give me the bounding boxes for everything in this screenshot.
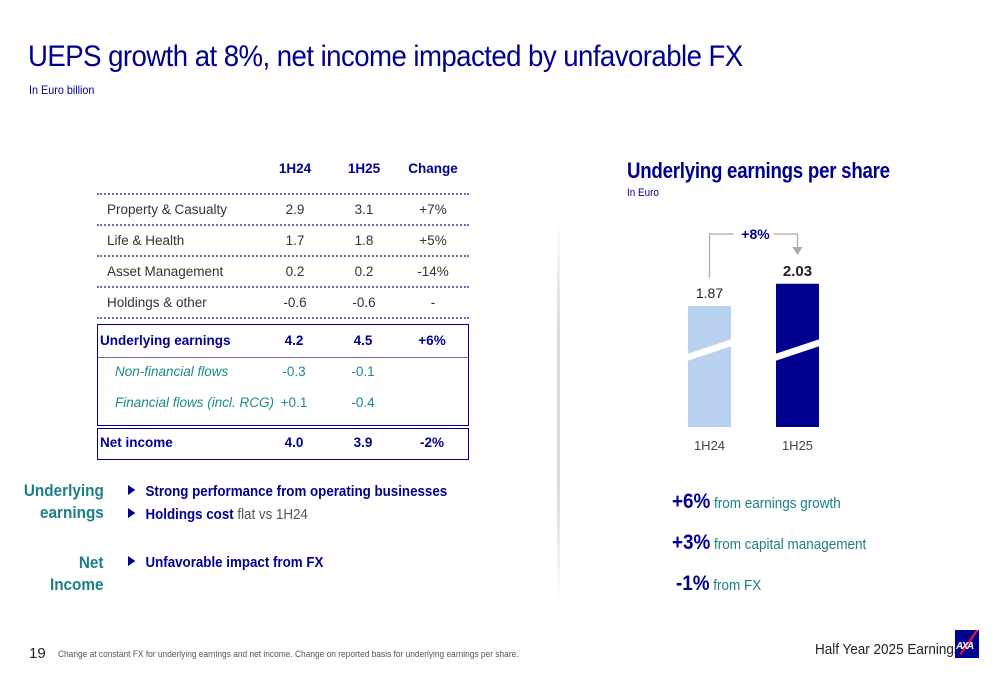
table-row: Non-financial flows -0.3 -0.1 <box>98 358 468 389</box>
chart-subtitle: In Euro <box>627 187 659 199</box>
contribution-item: +6% from earnings growth <box>672 490 841 514</box>
value-change: +7% <box>419 202 447 217</box>
contribution-value: +3% <box>672 531 711 554</box>
presentation-name: Half Year 2025 Earnings <box>815 641 961 658</box>
bullet-text: Strong performance from operating busine… <box>145 484 448 500</box>
table-row: Asset Management 0.2 0.2 -14% <box>97 257 469 286</box>
row-label: Non-financial flows <box>115 364 229 379</box>
value-change: +5% <box>419 233 447 248</box>
value-1h25: 0.2 <box>354 264 374 279</box>
bullet-text-plain: flat vs 1H24 <box>233 507 308 523</box>
value-1h25: -0.4 <box>351 395 375 410</box>
bullet-text: Unfavorable impact from FX <box>145 555 324 571</box>
growth-annotation: +8% <box>741 226 770 242</box>
row-label: Holdings & other <box>107 295 207 310</box>
value-1h25: 3.9 <box>353 435 373 450</box>
value-1h24: +0.1 <box>280 395 308 410</box>
value-1h24: 2.9 <box>285 202 305 217</box>
value-1h25: 4.5 <box>353 333 373 348</box>
category-label: 1H25 <box>782 438 813 453</box>
row-label: Property & Casualty <box>107 202 228 217</box>
contribution-item: +3% from capital management <box>672 531 866 555</box>
bullet-item: Unfavorable impact from FX <box>128 555 323 571</box>
table-header: 1H24 1H25 Change <box>97 155 469 193</box>
row-label: Financial flows (incl. RCG) <box>115 395 275 410</box>
vertical-divider <box>557 215 560 605</box>
column-header-change: Change <box>408 161 458 176</box>
triangle-bullet-icon <box>128 556 136 566</box>
value-1h25: -0.6 <box>352 295 376 310</box>
axis-break-mark <box>775 339 820 361</box>
table-row: Holdings & other -0.6 -0.6 - <box>97 288 469 317</box>
value-1h24: -0.3 <box>282 364 306 379</box>
axa-logo: AXA <box>955 630 979 658</box>
triangle-bullet-icon <box>128 485 136 495</box>
row-label: Life & Health <box>107 233 185 248</box>
underlying-earnings-row: Underlying earnings 4.2 4.5 +6% <box>98 325 468 357</box>
contribution-text: from FX <box>713 577 762 594</box>
value-1h25: 1.8 <box>354 233 374 248</box>
chart-title: Underlying earnings per share <box>627 158 890 183</box>
value-1h24: -0.6 <box>283 295 307 310</box>
value-change: -14% <box>417 264 449 279</box>
table-row: Financial flows (incl. RCG) +0.1 -0.4 <box>98 389 468 420</box>
data-label: 2.03 <box>783 263 812 280</box>
axis-break-mark <box>687 339 732 361</box>
contribution-value: +6% <box>672 490 711 513</box>
contribution-value: -1% <box>676 572 710 595</box>
divider <box>97 224 469 226</box>
page-subtitle: In Euro billion <box>29 83 95 97</box>
value-1h24: 4.0 <box>284 435 304 450</box>
label-line: earnings <box>40 503 104 522</box>
value-1h25: 3.1 <box>354 202 374 217</box>
label-line: Net <box>79 553 104 572</box>
value-1h24: 1.7 <box>285 233 305 248</box>
triangle-bullet-icon <box>128 508 136 518</box>
bullet-item: Strong performance from operating busine… <box>128 484 447 500</box>
underlying-earnings-label: Underlying earnings <box>24 480 104 524</box>
label-line: Income <box>50 575 104 594</box>
divider <box>97 286 469 288</box>
value-change: +6% <box>418 333 446 348</box>
footnote: Change at constant FX for underlying ear… <box>58 649 519 660</box>
net-income-box: Net income 4.0 3.9 -2% <box>97 428 469 460</box>
logo-text: AXA <box>956 641 974 652</box>
arrow-head-icon <box>792 247 803 255</box>
net-income-label: Net Income <box>50 552 104 596</box>
label-line: Underlying <box>24 481 104 500</box>
divider <box>97 317 469 319</box>
contribution-text: from earnings growth <box>713 495 841 512</box>
earnings-table: 1H24 1H25 Change Property & Casualty 2.9… <box>97 155 469 319</box>
net-income-row: Net income 4.0 3.9 -2% <box>98 429 468 458</box>
value-1h24: 0.2 <box>285 264 305 279</box>
page-number: 19 <box>29 645 46 662</box>
row-label: Asset Management <box>107 264 224 279</box>
growth-arrow-right <box>773 233 799 248</box>
bar-1h24 <box>688 306 731 427</box>
contribution-text: from capital management <box>713 536 867 553</box>
value-change: - <box>430 295 436 310</box>
divider <box>97 193 469 195</box>
divider <box>97 255 469 257</box>
underlying-earnings-box: Underlying earnings 4.2 4.5 +6% Non-fina… <box>97 324 469 426</box>
divider <box>98 357 468 358</box>
bullet-text-bold: Holdings cost <box>145 507 234 523</box>
data-label: 1.87 <box>696 285 723 301</box>
row-label: Net income <box>100 435 173 450</box>
column-header-1h25: 1H25 <box>347 161 381 176</box>
growth-arrow-left <box>708 233 734 279</box>
ueps-bar-chart: 1.87 1H24 2.03 1H25 +8% <box>687 226 820 453</box>
table-row: Property & Casualty 2.9 3.1 +7% <box>97 195 469 224</box>
table-row: Life & Health 1.7 1.8 +5% <box>97 226 469 255</box>
value-1h25: -0.1 <box>351 364 375 379</box>
category-label: 1H24 <box>694 438 725 453</box>
value-1h24: 4.2 <box>284 333 304 348</box>
bullet-item: Holdings cost flat vs 1H24 <box>128 507 308 523</box>
page-title: UEPS growth at 8%, net income impacted b… <box>28 40 743 73</box>
contribution-item: -1% from FX <box>676 572 761 596</box>
row-label: Underlying earnings <box>100 333 231 348</box>
value-change: -2% <box>419 435 444 450</box>
column-header-1h24: 1H24 <box>278 161 312 176</box>
